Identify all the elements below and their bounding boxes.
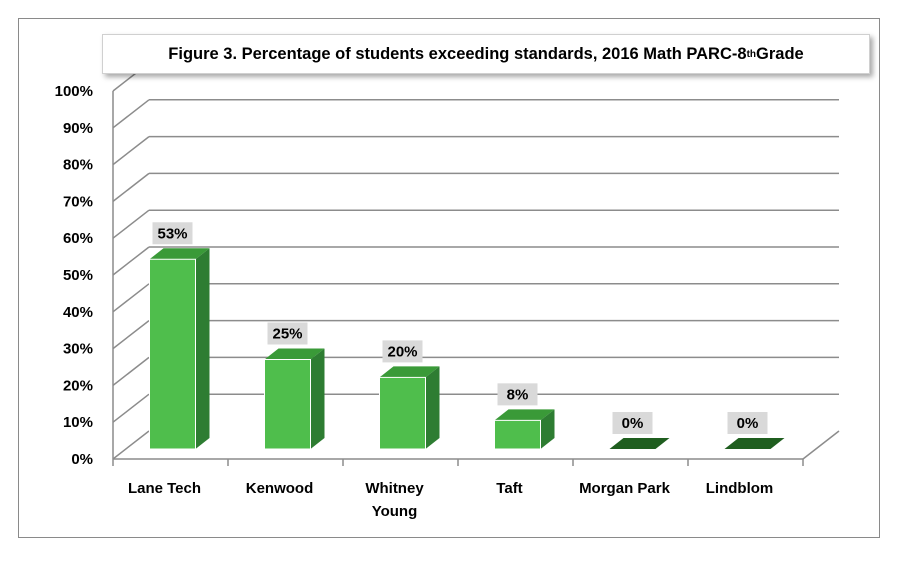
data-label-box <box>152 222 193 245</box>
gridline-diagonal <box>112 99 150 129</box>
x-category-label: Young <box>372 503 418 520</box>
gridline-diagonal <box>112 136 150 166</box>
bar-front <box>494 419 541 450</box>
y-tick-label: 50% <box>63 267 93 284</box>
data-label: 0% <box>737 415 759 432</box>
data-label: 25% <box>272 326 302 343</box>
gridline-diagonal <box>112 172 150 202</box>
bar-top <box>379 366 440 378</box>
y-tick-label: 60% <box>63 230 93 247</box>
bar <box>379 366 440 450</box>
y-tick-label: 0% <box>71 451 93 468</box>
bar <box>609 438 670 449</box>
bar-front <box>264 359 311 450</box>
y-tick-label: 30% <box>63 341 93 358</box>
bar-side <box>540 409 555 449</box>
bar <box>724 438 785 449</box>
bar-side <box>195 248 210 449</box>
y-tick-label: 70% <box>63 193 93 210</box>
x-category-label: Taft <box>496 480 522 497</box>
bar-flat <box>609 438 670 449</box>
data-labels: 53% 25% 20% 8% 0% 0% <box>152 222 768 434</box>
bar <box>264 348 325 450</box>
bar-flat <box>724 438 785 449</box>
floor-right-edge <box>802 430 840 460</box>
gridline-diagonal <box>112 246 150 276</box>
data-label: 20% <box>387 343 417 360</box>
bar-side <box>310 348 325 449</box>
gridline-diagonal <box>112 393 150 423</box>
data-label-box <box>497 383 538 406</box>
bar <box>149 248 210 450</box>
gridline-diagonal <box>112 356 150 386</box>
floor-left-edge <box>112 430 150 460</box>
data-label-box <box>267 322 308 345</box>
gridline-diagonal <box>112 283 150 313</box>
y-axis: 0% 10% 20% 30% 40% 50% 60% 70% 80% 90% 100% <box>55 83 93 468</box>
y-tick-label: 20% <box>63 377 93 394</box>
y-tick-label: 90% <box>63 120 93 137</box>
data-label-box <box>727 412 768 434</box>
x-category-label: Kenwood <box>246 480 314 497</box>
data-label-box <box>382 340 423 363</box>
bar <box>494 409 555 450</box>
gridline-diagonal <box>112 320 150 350</box>
x-category-label: Lane Tech <box>128 480 201 497</box>
x-axis: Lane Tech Kenwood Whitney Young Taft Morgan P… <box>112 459 804 520</box>
chart-title: Figure 3. Percentage of students exceedi… <box>102 34 870 74</box>
chart-title-superscript: th <box>746 48 757 60</box>
data-label: 0% <box>622 415 644 432</box>
x-category-label: Morgan Park <box>579 480 671 497</box>
chart-title-main: Figure 3. Percentage of students exceedi… <box>168 44 747 63</box>
data-label: 8% <box>507 386 529 403</box>
data-label: 53% <box>157 225 187 242</box>
bars <box>149 248 785 450</box>
bar-top <box>264 348 325 360</box>
x-category-label: Whitney <box>365 480 424 497</box>
data-label-box <box>612 412 653 434</box>
y-tick-label: 40% <box>63 304 93 321</box>
bar-top <box>494 409 555 421</box>
bar-top <box>149 248 210 260</box>
bar-front <box>149 258 196 450</box>
y-tick-label: 80% <box>63 157 93 174</box>
gridline-diagonal <box>112 209 150 239</box>
gridlines <box>112 62 840 460</box>
y-tick-label: 100% <box>55 83 93 100</box>
x-category-label: Lindblom <box>706 480 774 497</box>
chart-title-tail: Grade <box>756 44 804 63</box>
y-tick-label: 10% <box>63 414 93 431</box>
bar-side <box>425 366 440 449</box>
bar-front <box>379 376 426 450</box>
